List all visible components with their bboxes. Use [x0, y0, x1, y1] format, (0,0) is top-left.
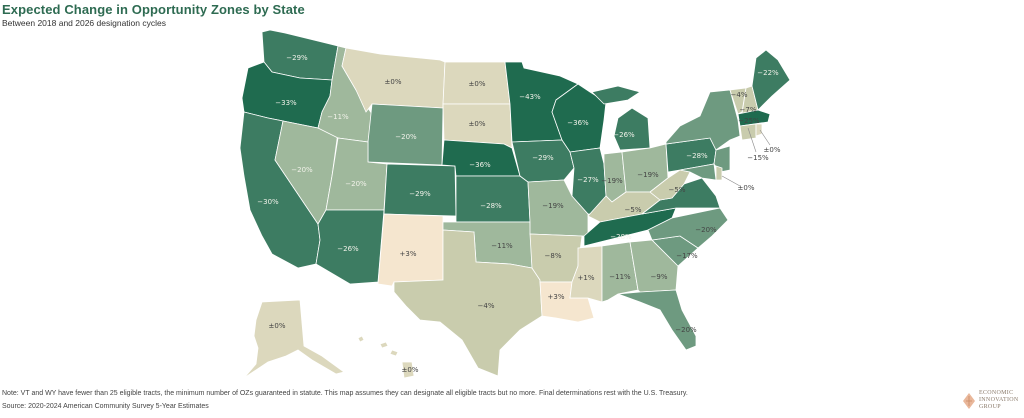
svg-text:−36%: −36%	[469, 161, 491, 169]
footnote: Note: VT and WY have fewer than 25 eligi…	[2, 390, 688, 397]
logo-text: ECONOMIC INNOVATION GROUP	[979, 390, 1019, 410]
svg-text:−36%: −36%	[567, 119, 589, 127]
svg-text:±0%: ±0%	[469, 120, 486, 128]
svg-text:−20%: −20%	[291, 166, 313, 174]
state-NC[interactable]	[647, 207, 729, 249]
svg-text:−20%: −20%	[345, 180, 367, 188]
svg-text:±0%: ±0%	[764, 146, 781, 154]
state-RI[interactable]	[755, 123, 763, 137]
svg-text:−7%: −7%	[740, 106, 757, 114]
state-FL[interactable]	[617, 289, 697, 351]
svg-text:−19%: −19%	[542, 202, 564, 210]
svg-text:−29%: −29%	[286, 54, 308, 62]
svg-text:−19%: −19%	[637, 171, 659, 179]
state-WV[interactable]	[649, 169, 691, 201]
state-WY[interactable]	[367, 103, 444, 166]
svg-text:+3%: +3%	[548, 293, 565, 301]
svg-text:−8%: −8%	[545, 252, 562, 260]
state-labels: −29% −33% −30% −20% −11% ±0% −20% −20% −…	[257, 54, 781, 374]
svg-text:−5%: −5%	[625, 206, 642, 214]
state-AK[interactable]	[243, 299, 345, 379]
eig-logo: ECONOMIC INNOVATION GROUP	[962, 390, 1019, 411]
state-NY[interactable]	[665, 89, 741, 151]
map-subtitle: Between 2018 and 2026 designation cycles	[2, 18, 166, 28]
logo-diamond-icon	[963, 392, 975, 409]
svg-text:−19%: −19%	[601, 177, 623, 185]
svg-text:±0%: ±0%	[385, 78, 402, 86]
svg-text:−5%: −5%	[669, 186, 686, 194]
svg-text:−29%: −29%	[532, 154, 554, 162]
svg-text:−28%: −28%	[480, 202, 502, 210]
svg-text:−11%: −11%	[609, 273, 631, 281]
svg-text:−15%: −15%	[747, 154, 769, 162]
svg-text:−43%: −43%	[519, 93, 541, 101]
state-NJ[interactable]	[713, 145, 731, 173]
svg-text:−25%: −25%	[738, 117, 760, 125]
svg-text:±0%: ±0%	[269, 322, 286, 330]
svg-text:−20%: −20%	[395, 133, 417, 141]
map-title: Expected Change in Opportunity Zones by …	[2, 2, 305, 17]
state-HI[interactable]	[357, 335, 415, 379]
svg-text:−17%: −17%	[676, 252, 698, 260]
svg-text:−11%: −11%	[327, 113, 349, 121]
svg-text:−20%: −20%	[695, 226, 717, 234]
leader-lines	[721, 127, 771, 187]
svg-text:−4%: −4%	[731, 91, 748, 99]
svg-text:+1%: +1%	[578, 274, 595, 282]
svg-text:+3%: +3%	[400, 250, 417, 258]
state-TX[interactable]	[393, 229, 543, 377]
state-TN[interactable]	[583, 207, 677, 247]
svg-text:±0%: ±0%	[402, 366, 419, 374]
svg-text:−27%: −27%	[577, 176, 599, 184]
state-CT[interactable]	[739, 123, 757, 141]
svg-text:−30%: −30%	[257, 198, 279, 206]
svg-text:−22%: −22%	[757, 69, 779, 77]
source-note: Source: 2020-2024 American Community Sur…	[2, 403, 209, 410]
svg-text:−9%: −9%	[651, 273, 668, 281]
svg-text:−28%: −28%	[610, 233, 632, 241]
state-DE[interactable]	[715, 165, 723, 181]
state-KS[interactable]	[455, 175, 531, 223]
state-MA[interactable]	[737, 109, 771, 127]
svg-text:−29%: −29%	[409, 190, 431, 198]
state-WI[interactable]	[551, 83, 607, 153]
svg-text:−26%: −26%	[613, 131, 635, 139]
svg-text:±0%: ±0%	[738, 184, 755, 192]
state-MD[interactable]	[679, 163, 717, 181]
svg-text:±0%: ±0%	[469, 80, 486, 88]
svg-text:−20%: −20%	[675, 326, 697, 334]
svg-text:−11%: −11%	[491, 242, 513, 250]
svg-text:−28%: −28%	[686, 152, 708, 160]
svg-text:−26%: −26%	[337, 245, 359, 253]
svg-text:−4%: −4%	[478, 302, 495, 310]
svg-text:−33%: −33%	[275, 99, 297, 107]
state-ME[interactable]	[751, 49, 791, 111]
